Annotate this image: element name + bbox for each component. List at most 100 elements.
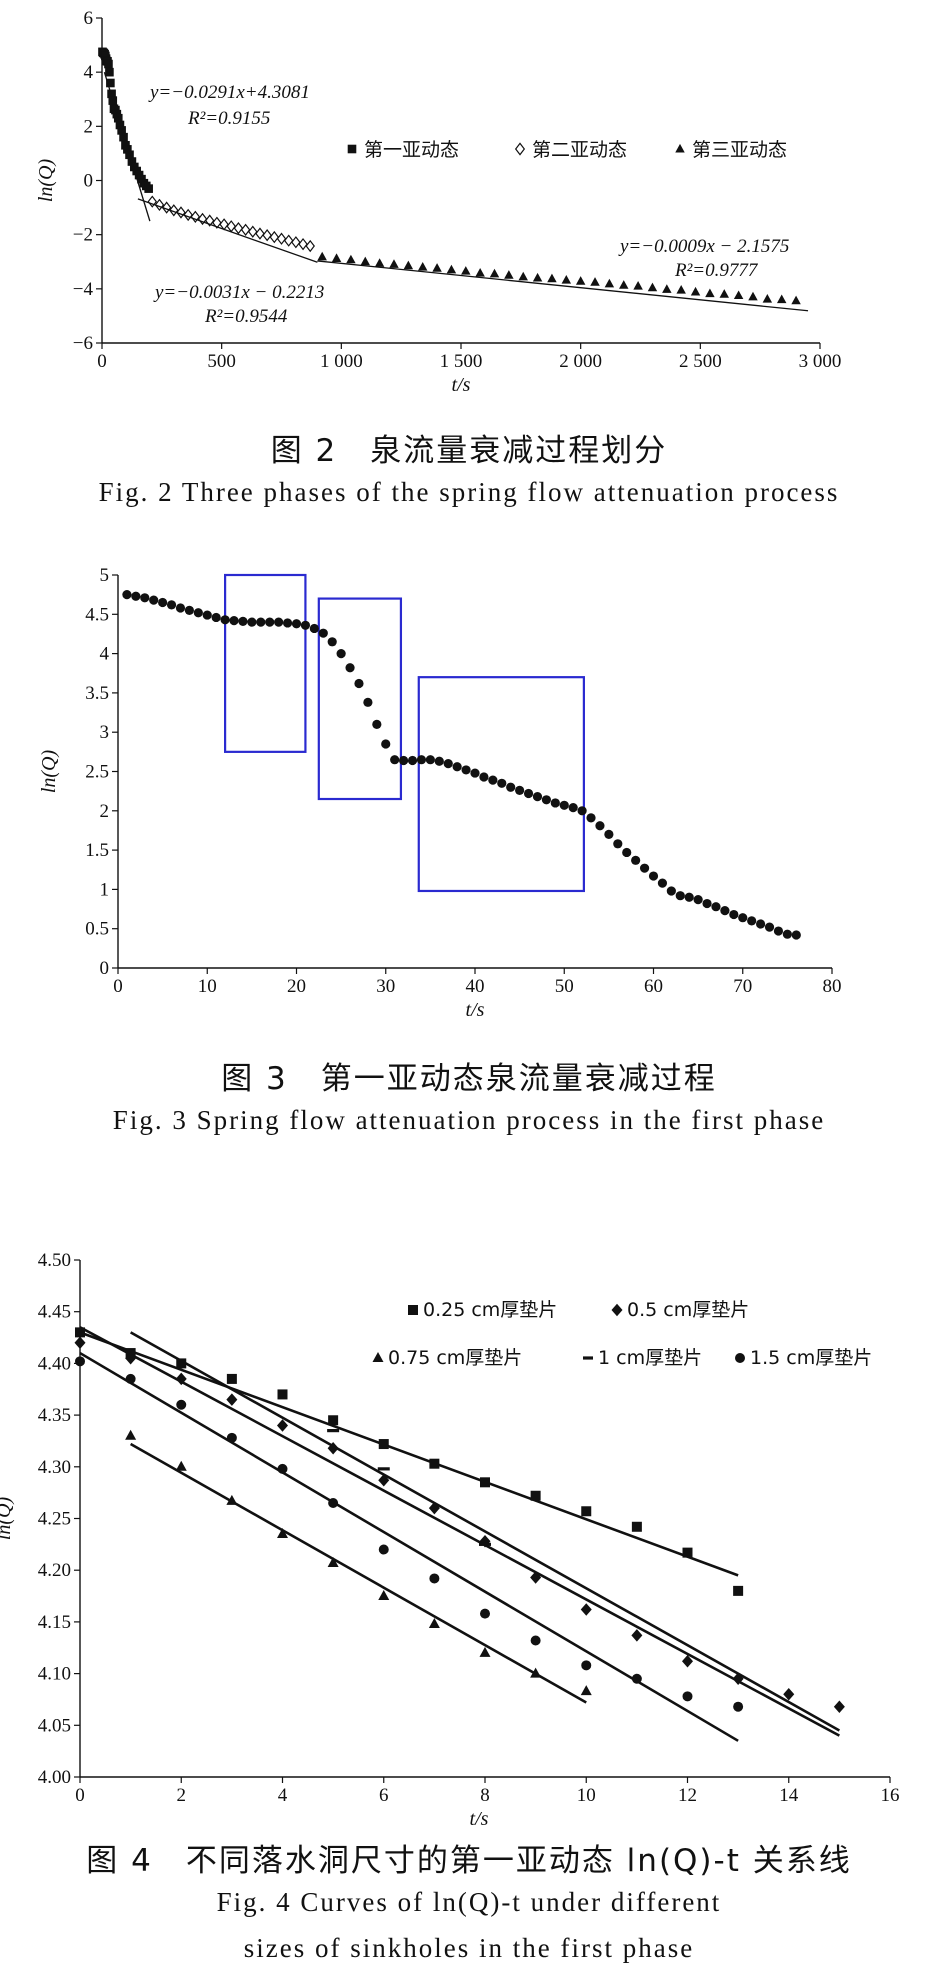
data-point	[783, 1688, 795, 1701]
data-point	[372, 719, 382, 729]
data-point	[429, 1573, 440, 1584]
legend-marker	[347, 144, 357, 154]
data-point	[300, 620, 311, 630]
data-point	[390, 755, 400, 765]
data-point	[229, 615, 239, 626]
data-point	[277, 1528, 288, 1539]
legend-label: 0.75 cm厚垫片	[388, 1347, 522, 1369]
highlight-box	[417, 676, 585, 893]
y-tick-label: 4.15	[38, 1612, 71, 1633]
y-axis-label: ln(Q)	[38, 750, 60, 794]
y-tick-label: 2	[84, 116, 94, 137]
y-tick-label: 4.25	[38, 1509, 71, 1530]
legend-marker	[514, 142, 526, 156]
data-point	[428, 1617, 440, 1628]
legend-label: 1 cm厚垫片	[598, 1347, 702, 1369]
data-point	[705, 288, 715, 298]
data-point	[581, 1506, 592, 1517]
data-point	[425, 755, 435, 765]
y-tick-label: 1.5	[85, 840, 109, 861]
data-point	[256, 617, 266, 627]
data-point	[479, 772, 489, 782]
data-point	[693, 895, 703, 905]
data-point	[747, 916, 757, 926]
fit-line	[79, 1326, 840, 1737]
y-tick-label: 5	[100, 565, 110, 586]
data-point	[530, 1667, 542, 1678]
x-tick-label: 500	[207, 351, 236, 372]
legend-marker	[408, 1305, 418, 1315]
data-point	[255, 227, 265, 240]
data-point	[176, 1358, 187, 1369]
data-point	[530, 1490, 541, 1501]
data-point	[662, 284, 672, 293]
x-tick-label: 30	[376, 976, 395, 997]
fit-line	[129, 1331, 841, 1732]
fit-line	[103, 71, 151, 222]
chart-fig2: 0 500 1 000 1 500 2 000 2 500 3 000 −6 −4 −2 0 2 4 6 t…	[35, 8, 842, 396]
data-point	[378, 1590, 390, 1601]
legend-label: 0.25 cm厚垫片	[423, 1299, 557, 1321]
data-point	[131, 591, 141, 601]
data-point	[262, 229, 272, 242]
y-tick-label: 4.45	[38, 1302, 71, 1323]
x-tick-label: 0	[75, 1785, 85, 1806]
data-point	[532, 792, 543, 802]
fit-line	[129, 1442, 587, 1704]
y-tick-label: 1	[100, 879, 110, 900]
data-point	[75, 1327, 85, 1338]
x-tick-label: 0	[113, 976, 123, 997]
data-point	[354, 678, 364, 689]
data-point	[434, 756, 444, 766]
data-point	[265, 617, 275, 627]
data-point	[773, 926, 784, 936]
data-point	[407, 755, 418, 766]
data-point	[403, 260, 414, 270]
data-point	[461, 266, 471, 275]
x-axis-label: t/s	[470, 1808, 489, 1830]
y-tick-label: 6	[84, 8, 94, 29]
data-point	[381, 739, 391, 749]
fig3-caption-en: Fig. 3 Spring flow attenuation process i…	[112, 1105, 826, 1135]
y-tick-label: 2	[100, 801, 110, 822]
data-point	[274, 617, 284, 627]
data-point	[613, 839, 623, 849]
data-point	[125, 1373, 136, 1384]
y-tick-label: 4.10	[38, 1664, 71, 1685]
x-tick-label: 40	[466, 976, 485, 997]
data-point	[568, 803, 578, 813]
data-point	[577, 806, 587, 816]
data-point	[154, 198, 165, 212]
data-point	[220, 615, 230, 625]
data-point	[489, 268, 500, 278]
data-point	[363, 697, 373, 707]
data-point	[317, 251, 327, 261]
r-squared-label: R²=0.9155	[187, 108, 270, 129]
x-tick-label: 2 000	[559, 351, 602, 372]
data-point	[550, 798, 560, 808]
x-tick-label: 12	[678, 1785, 697, 1806]
data-point	[183, 208, 193, 222]
data-point	[238, 616, 248, 626]
fig3-caption-cn: 图 3 第一亚动态泉流量衰减过程	[221, 1061, 717, 1097]
data-point	[276, 232, 287, 245]
data-point	[619, 280, 629, 289]
data-point	[417, 262, 428, 271]
x-tick-label: 3 000	[799, 351, 842, 372]
data-point	[378, 1439, 389, 1450]
data-point	[682, 1654, 693, 1668]
highlight-box	[317, 597, 403, 801]
data-point	[377, 1467, 390, 1471]
data-point	[631, 1673, 642, 1684]
data-point	[122, 590, 132, 600]
data-point	[733, 290, 744, 300]
x-tick-label: 10	[577, 1785, 596, 1806]
data-point	[590, 277, 600, 286]
legend-label: 1.5 cm厚垫片	[750, 1347, 872, 1369]
data-point	[733, 1585, 744, 1596]
data-point	[328, 1497, 339, 1508]
x-tick-label: 16	[881, 1785, 900, 1806]
data-point	[429, 1458, 440, 1469]
data-point	[378, 1544, 389, 1555]
data-point	[676, 285, 686, 294]
